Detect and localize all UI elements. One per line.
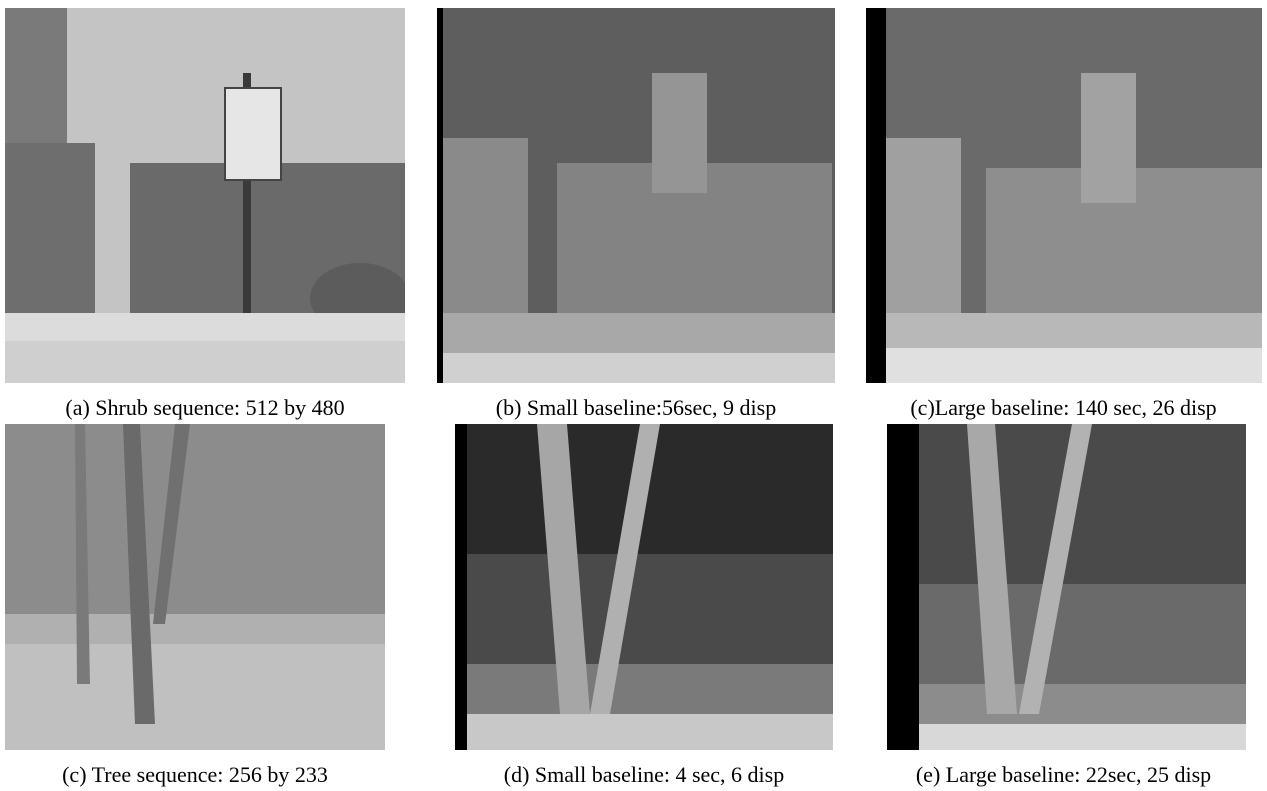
region <box>886 348 1262 383</box>
ground <box>5 341 405 383</box>
curb <box>5 313 405 341</box>
tree-photo <box>5 424 385 750</box>
region <box>886 138 961 318</box>
region <box>919 584 1246 684</box>
shrub-photo <box>5 8 405 383</box>
region <box>467 554 833 664</box>
border <box>437 8 443 383</box>
hedge <box>5 143 95 318</box>
foliage <box>5 424 385 614</box>
caption: (c) Tree sequence: 256 by 233 <box>5 762 385 788</box>
disparity-map <box>866 8 1262 383</box>
caption: (a) Shrub sequence: 512 by 480 <box>5 395 405 421</box>
region <box>467 664 833 714</box>
region <box>443 353 835 383</box>
border <box>887 424 919 750</box>
caption: (e) Large baseline: 22sec, 25 disp <box>860 762 1267 788</box>
region <box>443 138 528 318</box>
region <box>886 313 1262 353</box>
disparity-map <box>437 8 835 383</box>
border <box>455 424 467 750</box>
caption: (b) Small baseline:56sec, 9 disp <box>437 395 835 421</box>
border <box>866 8 886 383</box>
region <box>467 714 833 750</box>
region <box>443 313 835 358</box>
page: {"figure": {"panels": [ {"caption": "(a)… <box>0 0 1267 791</box>
disparity-map <box>887 424 1246 750</box>
caption: (d) Small baseline: 4 sec, 6 disp <box>440 762 848 788</box>
region <box>919 724 1246 750</box>
window <box>5 8 67 148</box>
ground <box>5 644 385 750</box>
region <box>1081 73 1136 203</box>
sign <box>225 88 281 180</box>
region <box>652 73 707 193</box>
region <box>919 684 1246 724</box>
disparity-map <box>455 424 833 750</box>
caption: (c)Large baseline: 140 sec, 26 disp <box>860 395 1267 421</box>
